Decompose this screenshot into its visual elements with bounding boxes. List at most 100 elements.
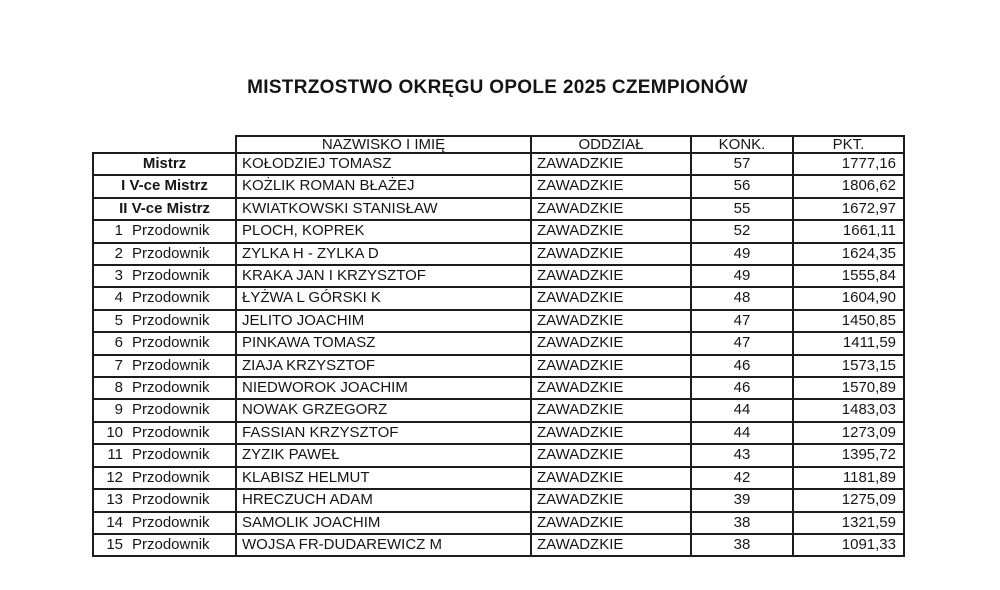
header-name: NAZWISKO I IMIĘ: [235, 135, 532, 154]
unit-cell: ZAWADZKIE: [530, 151, 692, 177]
konk-cell: 49: [690, 241, 794, 267]
rank-number: 2: [114, 244, 123, 262]
rank-title: Przodownik: [132, 289, 210, 307]
pkt-cell: 1411,59: [792, 331, 905, 356]
name-cell: KOŻLIK ROMAN BŁAŻEJ: [235, 174, 532, 199]
pkt-cell: 1624,35: [792, 241, 905, 267]
unit-cell: ZAWADZKIE: [530, 174, 692, 199]
konk-cell: 38: [690, 532, 794, 558]
table-row: 14 Przodownik SAMOLIK JOACHIM ZAWADZKIE …: [92, 510, 905, 535]
konk-cell: 39: [690, 488, 794, 513]
konk-cell: 42: [690, 465, 794, 491]
unit-cell: ZAWADZKIE: [530, 219, 692, 244]
rank-title: Przodownik: [132, 513, 210, 531]
konk-cell: 55: [690, 196, 794, 222]
table-row: 4 Przodownik ŁYŻWA L GÓRSKI K ZAWADZKIE …: [92, 286, 905, 311]
rank-number: 14: [106, 513, 123, 531]
rank-title: Przodownik: [132, 423, 210, 441]
table-row: 3 Przodownik KRAKA JAN I KRZYSZTOF ZAWAD…: [92, 264, 905, 289]
rank-cell: 15 Przodownik: [92, 532, 237, 558]
table-row: 12 Przodownik KLABISZ HELMUT ZAWADZKIE 4…: [92, 465, 905, 491]
konk-cell: 46: [690, 376, 794, 401]
table-header-row: NAZWISKO I IMIĘ ODDZIAŁ KONK. PKT.: [93, 135, 905, 154]
pkt-cell: 1806,62: [792, 174, 905, 199]
header-rank-spacer: [93, 136, 236, 153]
rank-title: Przodownik: [132, 446, 210, 464]
rank-number: 4: [114, 289, 123, 307]
rank-number: 15: [106, 535, 123, 553]
rank-title: Przodownik: [132, 468, 210, 486]
unit-cell: ZAWADZKIE: [530, 331, 692, 356]
rank-cell: 11 Przodownik: [92, 443, 237, 468]
rank-cell: 3 Przodownik: [92, 264, 237, 289]
konk-cell: 47: [690, 331, 794, 356]
rank-cell: 2 Przodownik: [92, 241, 237, 267]
table-row: 10 Przodownik FASSIAN KRZYSZTOF ZAWADZKI…: [92, 420, 905, 446]
unit-cell: ZAWADZKIE: [530, 308, 692, 334]
rank-cell: 9 Przodownik: [92, 398, 237, 423]
table-body: Mistrz KOŁODZIEJ TOMASZ ZAWADZKIE 57 177…: [92, 151, 905, 558]
konk-cell: 43: [690, 443, 794, 468]
name-cell: KLABISZ HELMUT: [235, 465, 532, 491]
rank-number: 8: [114, 379, 123, 397]
name-cell: PLOCH, KOPREK: [235, 219, 532, 244]
table-row: I V-ce Mistrz KOŻLIK ROMAN BŁAŻEJ ZAWADZ…: [92, 174, 905, 199]
unit-cell: ZAWADZKIE: [530, 398, 692, 423]
name-cell: ŁYŻWA L GÓRSKI K: [235, 286, 532, 311]
pkt-cell: 1091,33: [792, 532, 905, 558]
pkt-cell: 1450,85: [792, 308, 905, 334]
table-row: II V-ce Mistrz KWIATKOWSKI STANISŁAW ZAW…: [92, 196, 905, 222]
rank-cell: 1 Przodownik: [92, 219, 237, 244]
rank-title: Przodownik: [132, 356, 210, 374]
name-cell: ZIAJA KRZYSZTOF: [235, 353, 532, 379]
name-cell: NIEDWOROK JOACHIM: [235, 376, 532, 401]
unit-cell: ZAWADZKIE: [530, 443, 692, 468]
header-pkt: PKT.: [792, 135, 905, 154]
rank-number: 1: [114, 222, 123, 240]
name-cell: NOWAK GRZEGORZ: [235, 398, 532, 423]
rank-cell: Mistrz: [92, 151, 237, 177]
table-row: 7 Przodownik ZIAJA KRZYSZTOF ZAWADZKIE 4…: [92, 353, 905, 379]
rank-title: II V-ce Mistrz: [119, 199, 210, 217]
rank-number: 12: [106, 468, 123, 486]
pkt-cell: 1573,15: [792, 353, 905, 379]
pkt-cell: 1181,89: [792, 465, 905, 491]
unit-cell: ZAWADZKIE: [530, 353, 692, 379]
rank-cell: II V-ce Mistrz: [92, 196, 237, 222]
rank-cell: 12 Przodownik: [92, 465, 237, 491]
name-cell: KWIATKOWSKI STANISŁAW: [235, 196, 532, 222]
konk-cell: 56: [690, 174, 794, 199]
rank-title: Przodownik: [132, 222, 210, 240]
rank-title: Przodownik: [132, 491, 210, 509]
rank-cell: I V-ce Mistrz: [92, 174, 237, 199]
unit-cell: ZAWADZKIE: [530, 376, 692, 401]
table-row: 6 Przodownik PINKAWA TOMASZ ZAWADZKIE 47…: [92, 331, 905, 356]
rank-title: I V-ce Mistrz: [121, 177, 208, 195]
rank-title: Przodownik: [132, 379, 210, 397]
rank-title: Mistrz: [142, 155, 187, 172]
pkt-cell: 1661,11: [792, 219, 905, 244]
rank-number: 9: [114, 401, 123, 419]
rank-title: Przodownik: [132, 311, 210, 329]
name-cell: ZYLKA H - ZYLKA D: [235, 241, 532, 267]
rank-title: Przodownik: [132, 401, 210, 419]
table-row: 9 Przodownik NOWAK GRZEGORZ ZAWADZKIE 44…: [92, 398, 905, 423]
table-row: 2 Przodownik ZYLKA H - ZYLKA D ZAWADZKIE…: [92, 241, 905, 267]
table-header: NAZWISKO I IMIĘ ODDZIAŁ KONK. PKT.: [93, 135, 905, 154]
rank-cell: 14 Przodownik: [92, 510, 237, 535]
unit-cell: ZAWADZKIE: [530, 465, 692, 491]
rank-number: 3: [114, 267, 123, 285]
konk-cell: 44: [690, 420, 794, 446]
table-row: 5 Przodownik JELITO JOACHIM ZAWADZKIE 47…: [92, 308, 905, 334]
konk-cell: 44: [690, 398, 794, 423]
konk-cell: 52: [690, 219, 794, 244]
name-cell: JELITO JOACHIM: [235, 308, 532, 334]
rank-cell: 7 Przodownik: [92, 353, 237, 379]
header-konk: KONK.: [690, 135, 794, 154]
rank-number: 13: [106, 491, 123, 509]
rank-number: 7: [114, 356, 123, 374]
pkt-cell: 1570,89: [792, 376, 905, 401]
konk-cell: 57: [690, 151, 794, 177]
rank-number: 6: [114, 334, 123, 352]
name-cell: ZYZIK PAWEŁ: [235, 443, 532, 468]
